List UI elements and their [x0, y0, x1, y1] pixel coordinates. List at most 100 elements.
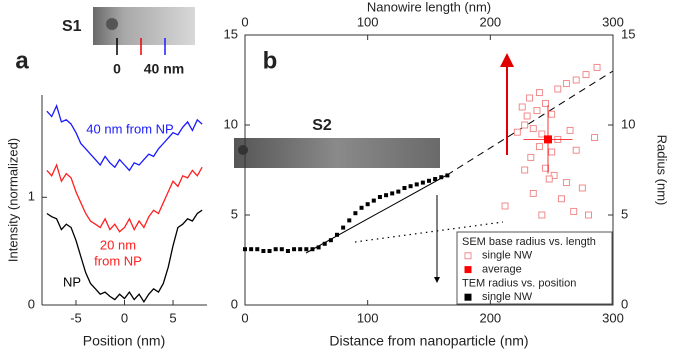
- marker: [255, 247, 260, 252]
- marker: [518, 103, 526, 111]
- legend-swatch: [464, 266, 472, 274]
- marker: [316, 245, 321, 250]
- marker: [529, 125, 537, 133]
- marker: [261, 249, 266, 253]
- marker: [529, 189, 537, 197]
- legend: [456, 231, 613, 305]
- marker: [578, 184, 586, 192]
- y-tick-label: 0: [28, 296, 35, 311]
- y-tick-label: 0: [231, 296, 238, 311]
- x-tick-label: 100: [357, 310, 379, 325]
- nanoparticle: [106, 18, 118, 30]
- marker: [548, 110, 556, 118]
- legend-title: TEM radius vs. position: [462, 277, 576, 289]
- panel-label: b: [263, 47, 278, 74]
- marker: [572, 76, 580, 84]
- extrapolation-line: [446, 70, 614, 176]
- marker: [433, 177, 438, 181]
- marker: [371, 198, 376, 203]
- marker: [554, 85, 562, 93]
- marker: [521, 121, 529, 129]
- y-tick-label: 5: [231, 206, 238, 221]
- marker: [310, 247, 315, 252]
- marker: [570, 207, 578, 215]
- marker: [273, 247, 278, 252]
- marker: [527, 153, 535, 161]
- marker: [566, 126, 574, 134]
- marker: [353, 211, 358, 216]
- plot-frame: [244, 34, 614, 306]
- marker: [341, 225, 346, 230]
- marker: [384, 193, 389, 198]
- marker: [538, 130, 546, 138]
- marker: [526, 94, 534, 102]
- marker: [550, 171, 558, 179]
- marker: [304, 247, 309, 252]
- marker: [427, 178, 431, 183]
- marker: [414, 182, 419, 187]
- x-tick-label: 5: [169, 310, 176, 325]
- marker: [543, 135, 552, 144]
- y2-axis-title: Radius (nm): [655, 135, 670, 206]
- x2-tick-label: 100: [357, 14, 379, 29]
- y2-tick-label: 15: [621, 26, 635, 41]
- marker: [572, 146, 580, 154]
- y-tick-label: 15: [224, 26, 238, 41]
- marker: [542, 99, 549, 107]
- scale-label: 40 nm: [144, 61, 184, 77]
- marker: [359, 205, 364, 210]
- marker: [513, 128, 521, 136]
- marker: [521, 166, 529, 174]
- x-tick-label: 0: [241, 310, 248, 325]
- marker: [249, 247, 254, 252]
- y-axis-title: Intensity (normalized): [5, 138, 20, 262]
- marker: [322, 241, 327, 246]
- annotation: from NP: [94, 253, 142, 268]
- marker: [408, 184, 413, 189]
- legend-swatch: [464, 252, 472, 260]
- legend-swatch: [464, 293, 472, 301]
- marker: [585, 211, 592, 219]
- marker: [420, 180, 425, 185]
- marker: [390, 191, 395, 196]
- x-axis-title: Distance from nanoparticle (nm): [329, 333, 528, 349]
- marker: [347, 218, 352, 223]
- marker: [279, 247, 284, 252]
- marker: [445, 173, 450, 178]
- legend-label: single NW: [482, 291, 533, 303]
- y-tick-label: 10: [224, 116, 238, 131]
- marker: [523, 112, 531, 120]
- x2-tick-label: 300: [602, 14, 624, 29]
- marker: [267, 249, 272, 253]
- marker: [548, 148, 556, 156]
- marker: [582, 71, 590, 79]
- marker: [533, 107, 541, 115]
- annotation: NP: [63, 274, 81, 289]
- marker: [365, 202, 370, 207]
- y2-tick-label: 5: [621, 206, 628, 221]
- annotation: 40 nm from NP: [86, 121, 173, 136]
- legend-label: average: [482, 264, 522, 276]
- marker: [542, 164, 549, 172]
- legend-label: single NW: [482, 250, 533, 262]
- annotation: 20 nm: [100, 237, 136, 252]
- x-tick-label: 0: [121, 310, 128, 325]
- marker: [535, 89, 543, 97]
- marker: [591, 134, 599, 142]
- marker: [328, 238, 333, 243]
- marker: [562, 179, 570, 187]
- inset-image: [234, 138, 440, 168]
- marker: [396, 189, 401, 194]
- marker: [285, 249, 290, 253]
- inset-label: S2: [312, 117, 332, 134]
- marker: [402, 186, 407, 190]
- y-tick-label: 1: [28, 189, 35, 204]
- x-tick-label: -5: [70, 310, 82, 325]
- marker: [243, 247, 247, 252]
- marker: [558, 195, 565, 203]
- x2-tick-label: 200: [479, 14, 501, 29]
- intensity-line: [46, 103, 203, 172]
- marker: [335, 232, 339, 237]
- marker: [562, 80, 570, 88]
